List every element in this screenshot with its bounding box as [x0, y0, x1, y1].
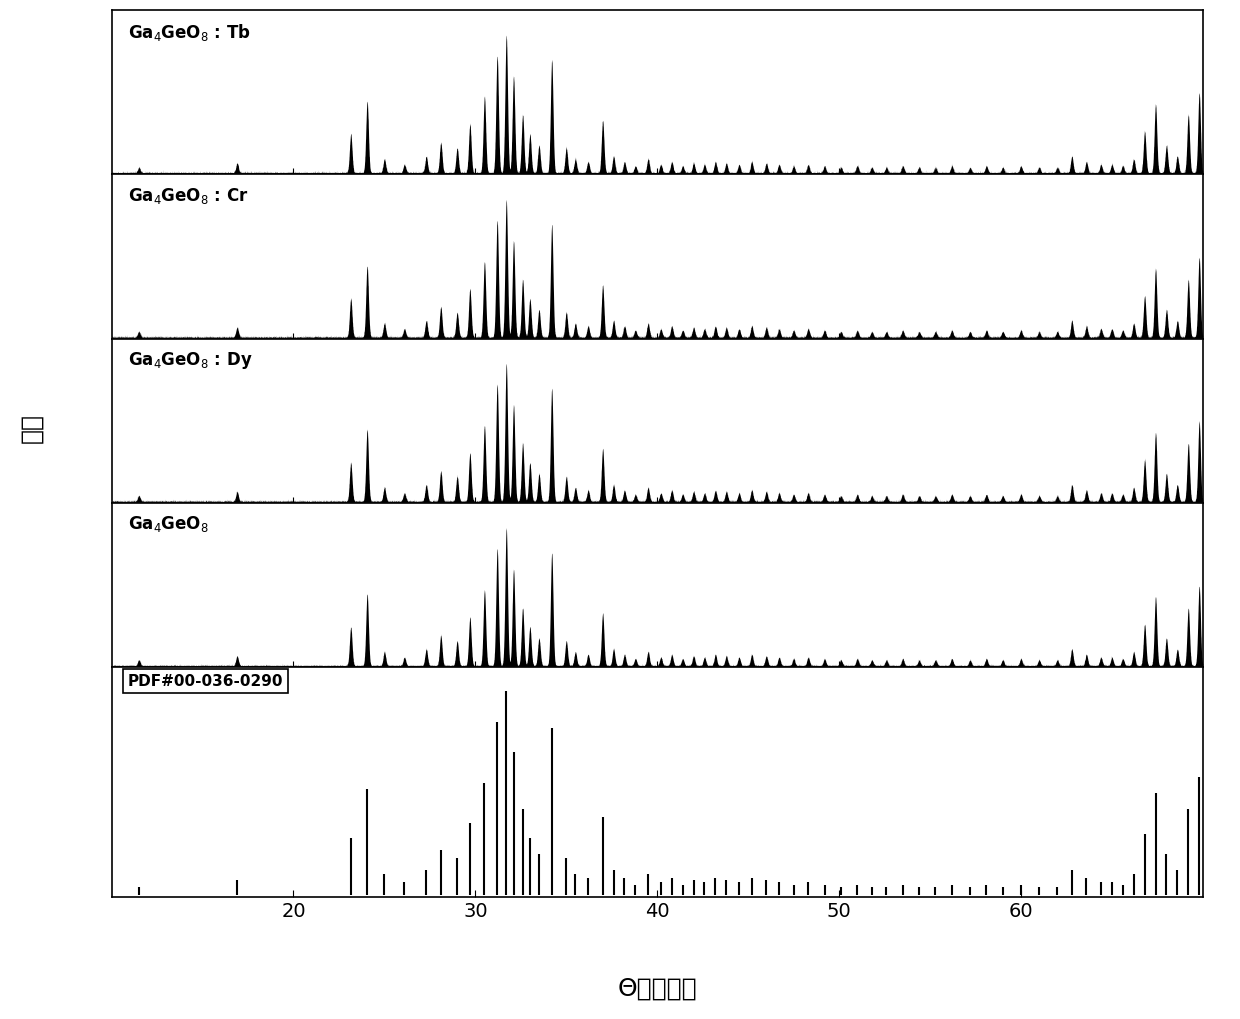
Text: Ga$_4$GeO$_8$: Ga$_4$GeO$_8$ — [128, 515, 208, 534]
Text: Ga$_4$GeO$_8$ : Dy: Ga$_4$GeO$_8$ : Dy — [128, 351, 253, 371]
Text: Ga$_4$GeO$_8$ : Tb: Ga$_4$GeO$_8$ : Tb — [128, 21, 250, 43]
Text: Θ角（度）: Θ角（度） — [618, 976, 697, 1001]
Text: PDF#00-036-0290: PDF#00-036-0290 — [128, 674, 284, 689]
Text: Ga$_4$GeO$_8$ : Cr: Ga$_4$GeO$_8$ : Cr — [128, 185, 248, 206]
Text: 强度: 强度 — [19, 413, 43, 443]
